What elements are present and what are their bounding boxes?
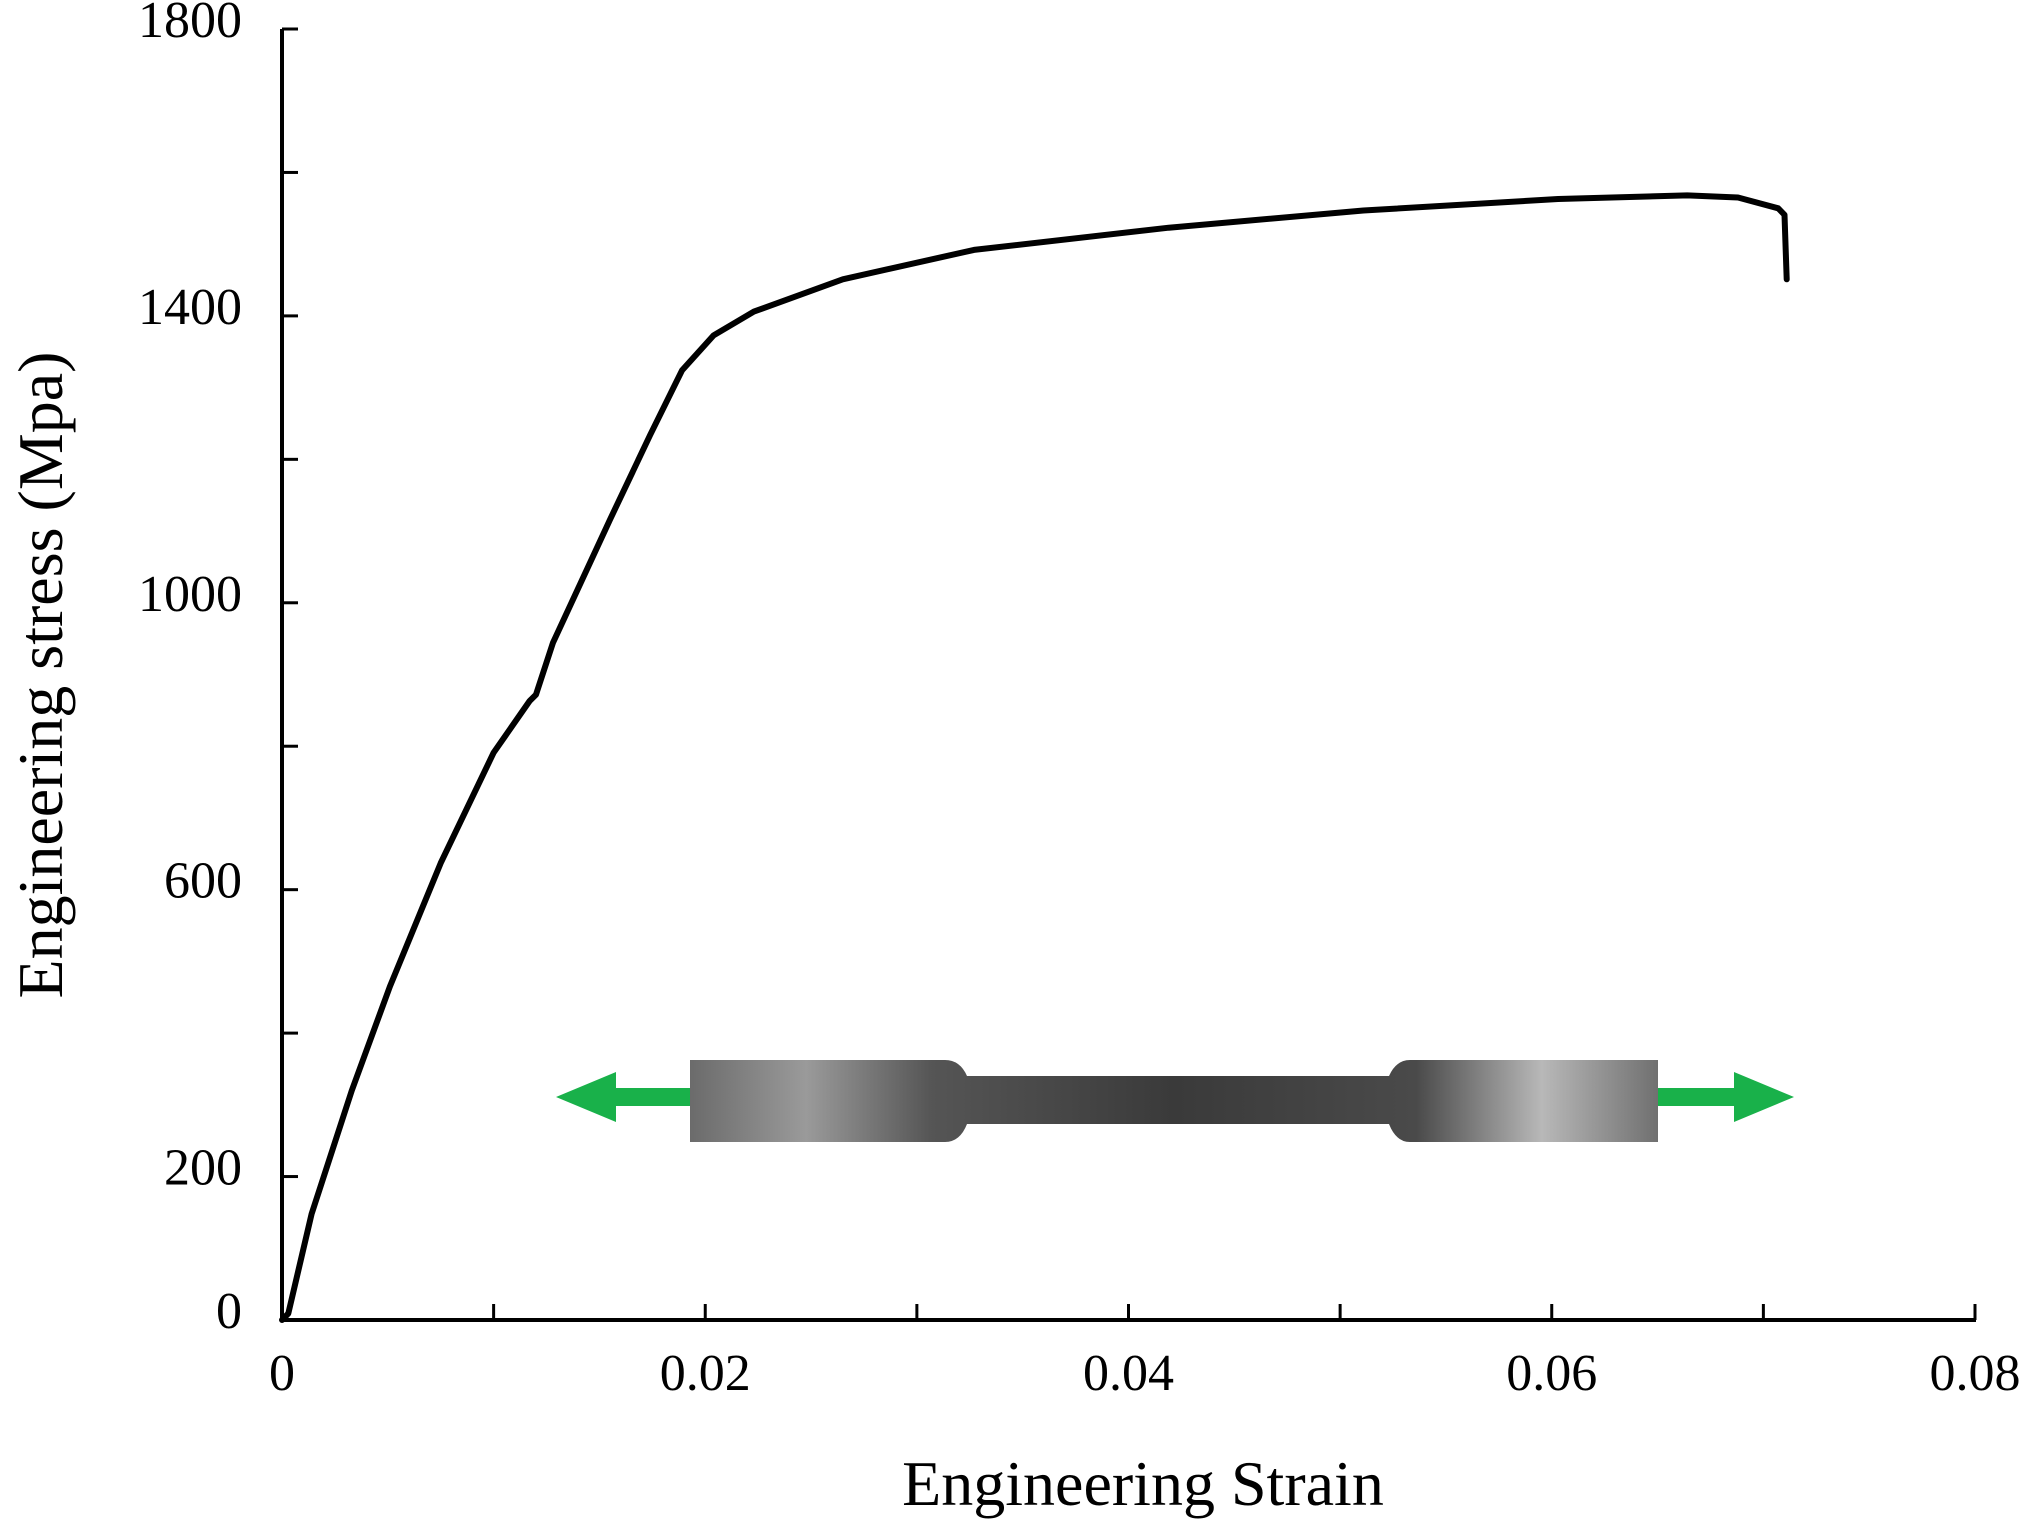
x-tick-label: 0.02 bbox=[660, 1345, 751, 1402]
x-tick-label: 0.04 bbox=[1083, 1345, 1174, 1402]
y-tick-label: 200 bbox=[164, 1140, 242, 1197]
y-axis-title: Engineering stress (Mpa) bbox=[5, 352, 76, 999]
x-tick-label: 0.08 bbox=[1930, 1345, 2021, 1402]
arrow-left bbox=[556, 1072, 690, 1122]
y-tick-label: 1000 bbox=[138, 566, 242, 623]
x-tick-label: 0 bbox=[269, 1345, 295, 1402]
y-tick-label: 600 bbox=[164, 853, 242, 910]
specimen-body bbox=[690, 1060, 1658, 1142]
y-tick-label: 1800 bbox=[138, 0, 242, 49]
y-tick-label: 0 bbox=[216, 1283, 242, 1340]
x-tick-label: 0.06 bbox=[1506, 1345, 1597, 1402]
specimen bbox=[556, 1060, 1794, 1142]
stress-strain-curve bbox=[279, 192, 1790, 1323]
y-tick-label: 1400 bbox=[138, 279, 242, 336]
arrow-right bbox=[1656, 1072, 1794, 1122]
x-axis-title: Engineering Strain bbox=[902, 1448, 1384, 1519]
